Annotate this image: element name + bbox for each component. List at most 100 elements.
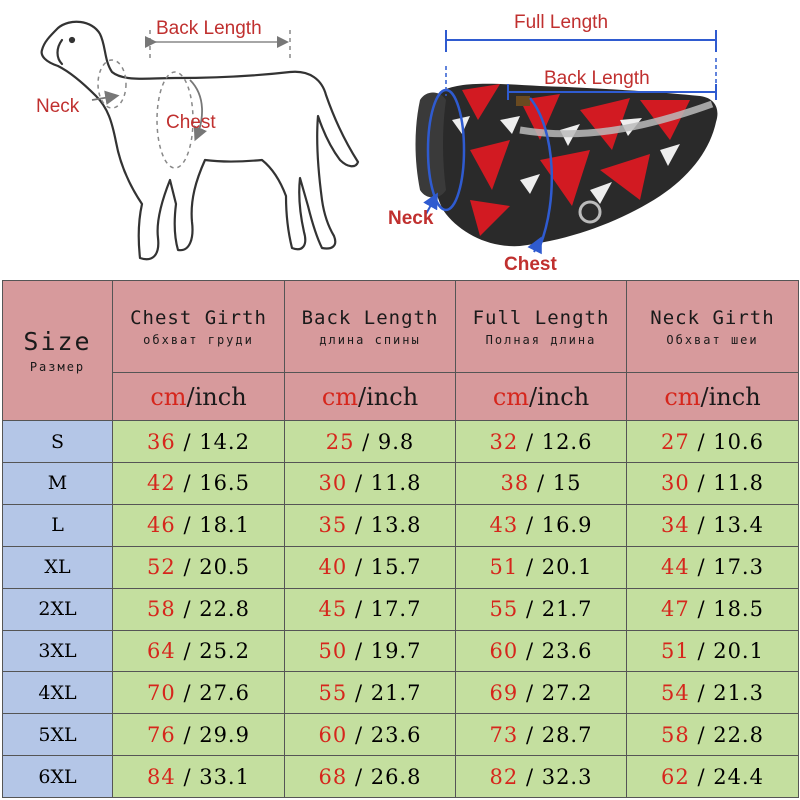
value-cell: 60 / 23.6 bbox=[455, 629, 627, 673]
value-cell: 42 / 16.5 bbox=[112, 462, 285, 505]
value-separator: / bbox=[347, 680, 371, 705]
value-cm: 60 bbox=[489, 638, 519, 663]
value-cell: 68 / 26.8 bbox=[284, 755, 456, 798]
value-cm: 58 bbox=[147, 597, 176, 622]
value-cell: 54 / 21.3 bbox=[626, 671, 799, 715]
unit-header: cm/inch bbox=[455, 372, 627, 422]
value-separator: / bbox=[347, 764, 371, 789]
dog-jacket-icon bbox=[415, 83, 718, 247]
value-separator: / bbox=[529, 471, 553, 496]
value-cm: 36 bbox=[147, 429, 176, 454]
value-separator: / bbox=[518, 638, 542, 663]
value-cell: 82 / 32.3 bbox=[455, 755, 627, 798]
value-inch: 20.1 bbox=[541, 555, 593, 580]
unit-cm: cm bbox=[321, 382, 359, 411]
value-inch: 29.9 bbox=[199, 722, 250, 747]
column-header-sub: обхват груди bbox=[143, 332, 254, 347]
unit-inch: /inch bbox=[529, 382, 590, 411]
value-inch: 24.4 bbox=[713, 764, 764, 789]
value-cm: 35 bbox=[318, 513, 348, 538]
value-inch: 19.7 bbox=[370, 638, 422, 663]
value-cell: 69 / 27.2 bbox=[455, 671, 627, 715]
column-header-main: Back Length bbox=[301, 306, 439, 329]
value-separator: / bbox=[347, 597, 371, 622]
value-cell: 64 / 25.2 bbox=[112, 629, 285, 673]
value-inch: 21.7 bbox=[370, 680, 422, 705]
column-header-sub: длина спины bbox=[319, 332, 421, 347]
column-header-chest-girth: Chest Girth обхват груди bbox=[112, 279, 285, 374]
value-inch: 18.1 bbox=[199, 513, 250, 538]
value-cell: 27 / 10.6 bbox=[626, 420, 799, 464]
size-chart-table: Size Размер Chest Girth обхват груди Bac… bbox=[2, 279, 799, 798]
unit-inch: /inch bbox=[186, 382, 247, 411]
jacket-back-length-label: Back Length bbox=[544, 68, 650, 89]
value-separator: / bbox=[354, 429, 378, 454]
value-cm: 30 bbox=[661, 471, 690, 496]
value-cm: 43 bbox=[489, 513, 519, 538]
size-header: Size Размер bbox=[2, 279, 113, 422]
dog-outline-icon bbox=[40, 20, 360, 261]
value-cm: 27 bbox=[661, 429, 690, 454]
value-cm: 62 bbox=[661, 764, 690, 789]
dog-neck-label: Neck bbox=[36, 96, 80, 117]
value-separator: / bbox=[347, 471, 371, 496]
value-cell: 47 / 18.5 bbox=[626, 587, 799, 631]
column-header-main: Full Length bbox=[472, 306, 610, 329]
column-header-sub: Обхват шеи bbox=[666, 332, 759, 347]
table-row: 6XL 84 / 33.1 68 / 26.8 82 / 32.3 62 / 24.4 bbox=[2, 755, 799, 798]
value-inch: 13.8 bbox=[370, 513, 422, 538]
value-cell: 51 / 20.1 bbox=[626, 629, 799, 673]
column-header-main: Chest Girth bbox=[130, 306, 267, 329]
value-inch: 17.7 bbox=[370, 597, 422, 622]
value-cell: 55 / 21.7 bbox=[284, 671, 456, 715]
value-cm: 73 bbox=[489, 722, 519, 747]
table-row: 2XL 58 / 22.8 45 / 17.7 55 / 21.7 47 / 18.5 bbox=[2, 587, 799, 631]
jacket-neck-label: Neck bbox=[388, 208, 434, 229]
value-separator: / bbox=[175, 722, 200, 747]
value-cell: 35 / 13.8 bbox=[284, 503, 456, 547]
value-separator: / bbox=[347, 722, 371, 747]
value-separator: / bbox=[518, 513, 542, 538]
value-inch: 14.2 bbox=[199, 429, 250, 454]
value-cell: 50 / 19.7 bbox=[284, 629, 456, 673]
value-separator: / bbox=[518, 680, 542, 705]
value-separator: / bbox=[175, 764, 200, 789]
size-header-main: Size bbox=[23, 327, 92, 357]
value-inch: 16.9 bbox=[541, 513, 593, 538]
value-cm: 40 bbox=[318, 555, 348, 580]
value-inch: 17.3 bbox=[713, 555, 764, 580]
value-inch: 15 bbox=[552, 471, 582, 496]
value-cell: 30 / 11.8 bbox=[284, 462, 456, 505]
value-cell: 55 / 21.7 bbox=[455, 587, 627, 631]
value-cm: 52 bbox=[147, 555, 176, 580]
value-cm: 38 bbox=[500, 471, 530, 496]
value-inch: 22.8 bbox=[199, 597, 250, 622]
value-inch: 27.6 bbox=[199, 680, 250, 705]
table-row: 3XL 64 / 25.2 50 / 19.7 60 / 23.6 51 / 20.1 bbox=[2, 629, 799, 673]
size-cell: 2XL bbox=[2, 587, 113, 631]
value-inch: 26.8 bbox=[370, 764, 422, 789]
value-cm: 76 bbox=[147, 722, 176, 747]
value-separator: / bbox=[689, 429, 714, 454]
value-separator: / bbox=[689, 638, 714, 663]
jacket-chest-label: Chest bbox=[504, 254, 557, 275]
size-header-sub: Размер bbox=[29, 360, 86, 375]
value-cell: 58 / 22.8 bbox=[626, 713, 799, 757]
jacket-full-length-label: Full Length bbox=[514, 12, 608, 33]
value-inch: 16.5 bbox=[199, 471, 250, 496]
value-inch: 23.6 bbox=[370, 722, 422, 747]
value-inch: 23.6 bbox=[541, 638, 593, 663]
size-cell: 6XL bbox=[2, 755, 113, 798]
table-row: XL 52 / 20.5 40 / 15.7 51 / 20.1 44 / 17.3 bbox=[2, 545, 799, 589]
value-cell: 45 / 17.7 bbox=[284, 587, 456, 631]
table-row: M 42 / 16.5 30 / 11.8 38 / 15 30 / 11.8 bbox=[2, 462, 799, 505]
value-inch: 22.8 bbox=[713, 722, 764, 747]
value-cm: 51 bbox=[489, 555, 519, 580]
value-separator: / bbox=[689, 764, 714, 789]
value-inch: 15.7 bbox=[370, 555, 422, 580]
value-cell: 62 / 24.4 bbox=[626, 755, 799, 798]
value-cell: 51 / 20.1 bbox=[455, 545, 627, 589]
value-cell: 73 / 28.7 bbox=[455, 713, 627, 757]
value-cm: 47 bbox=[661, 597, 690, 622]
value-cm: 34 bbox=[661, 513, 690, 538]
